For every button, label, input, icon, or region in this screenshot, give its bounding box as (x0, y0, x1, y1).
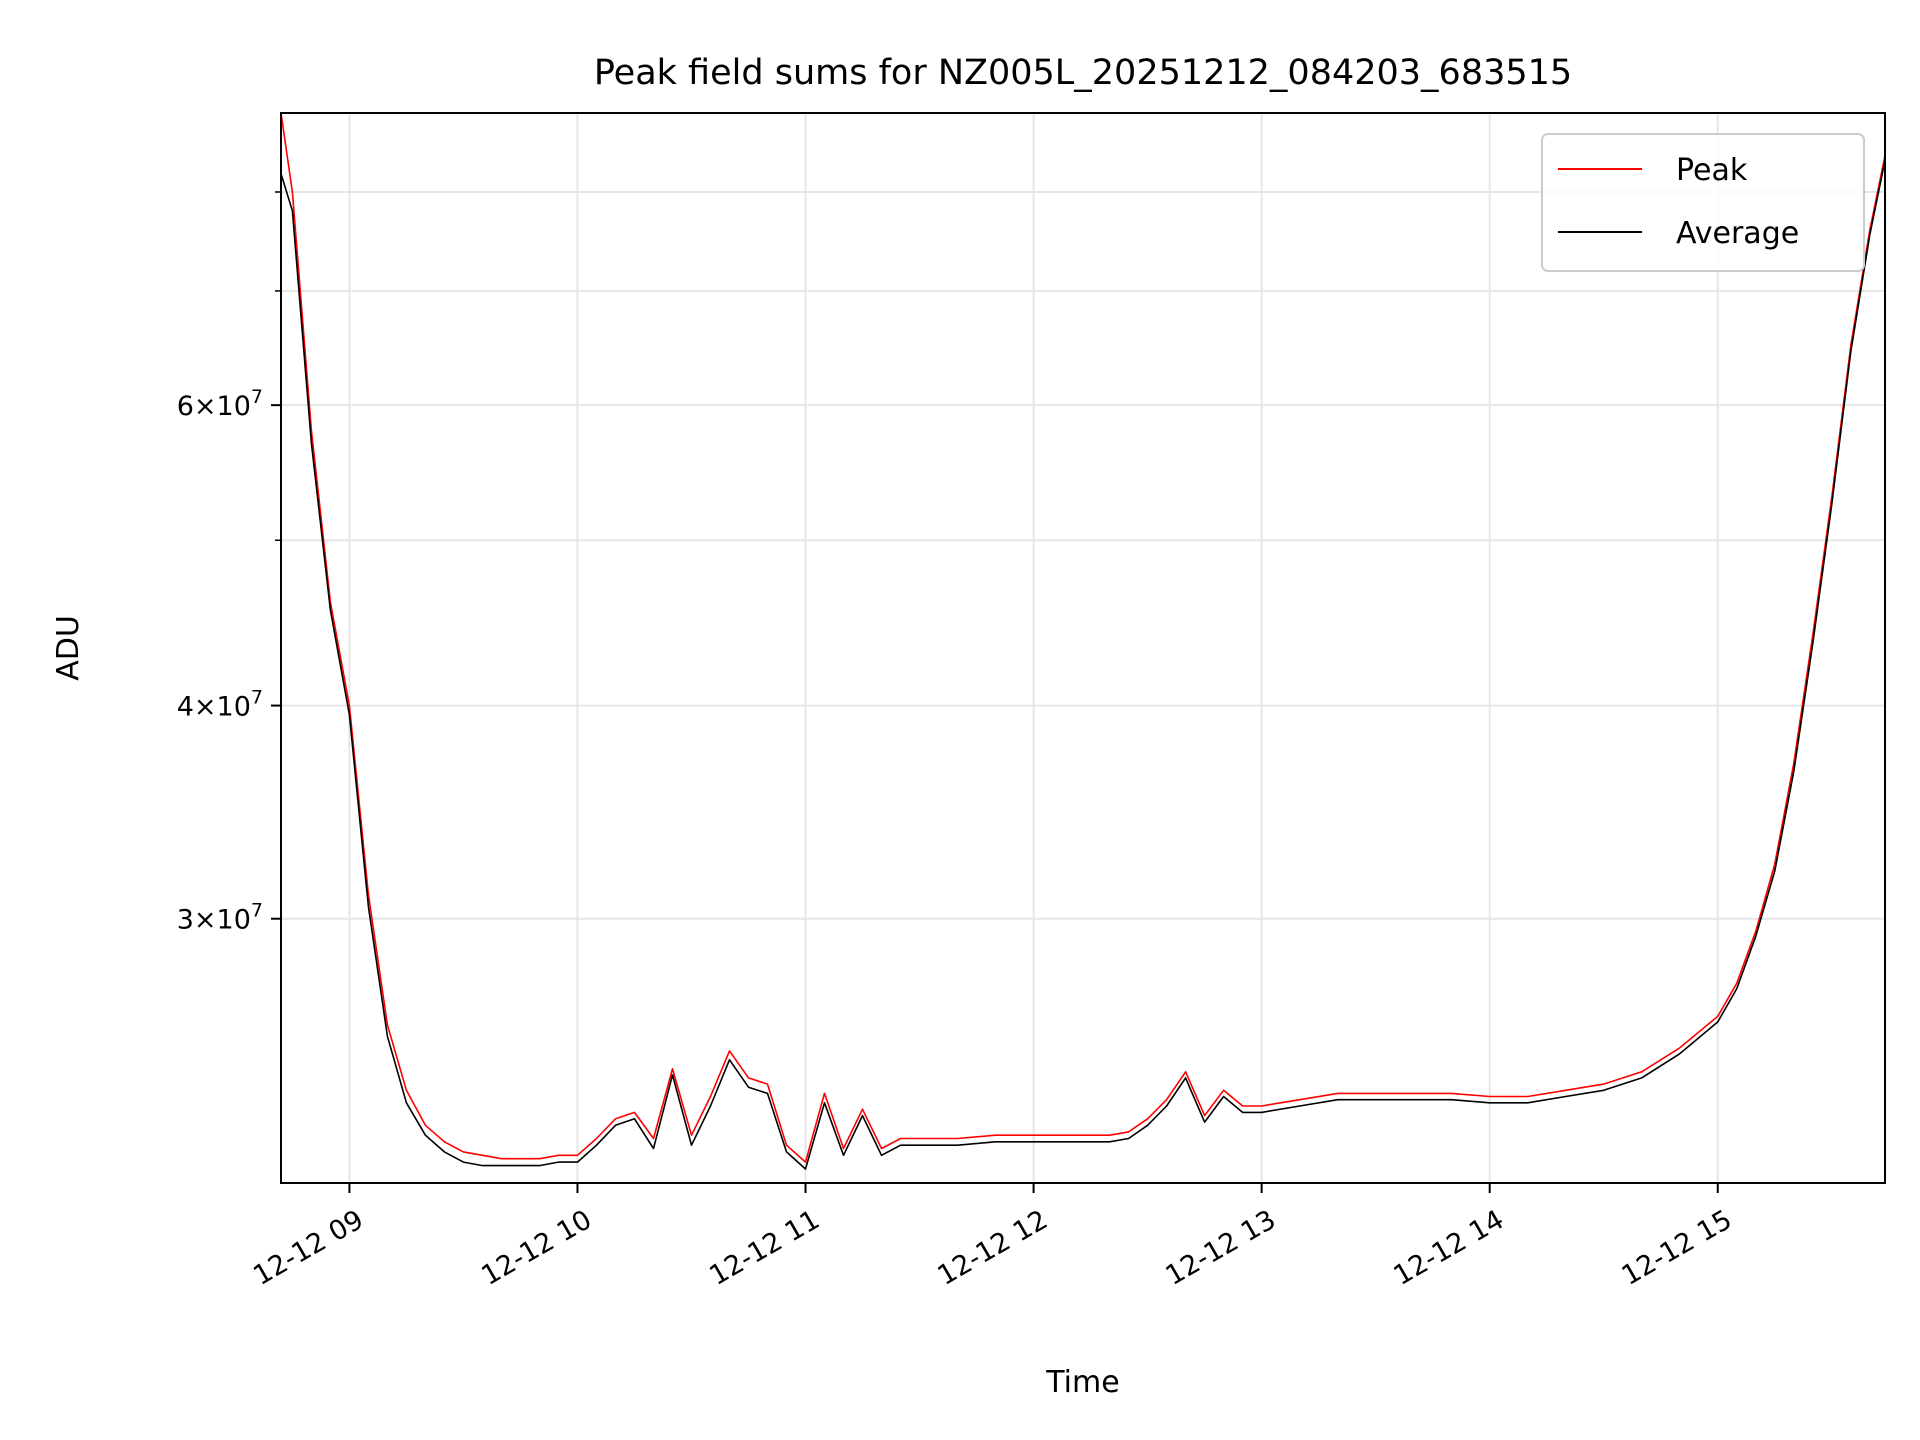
legend-label-average: Average (1676, 216, 1799, 251)
grid (281, 113, 1885, 1183)
chart-title: Peak field sums for NZ005L_20251212_0842… (594, 53, 1572, 93)
y-tick-mantissa: 6 (177, 391, 194, 422)
y-tick-exponent: 7 (251, 386, 263, 408)
y-axis-label: ADU (51, 615, 86, 681)
x-axis-label: Time (1045, 1365, 1119, 1400)
series-layer (281, 113, 1885, 1170)
y-tick-mantissa: 4 (177, 692, 194, 723)
series-line-average (281, 160, 1885, 1170)
y-tick-exponent: 7 (251, 900, 263, 922)
y-tick-exponent: 7 (251, 687, 263, 709)
y-tick-label: 4×107 (177, 687, 263, 723)
series-line-peak (281, 113, 1885, 1163)
y-tick-label: 6×107 (177, 386, 263, 422)
legend: Peak Average (1541, 133, 1865, 272)
y-tick-mantissa: 3 (177, 905, 194, 936)
y-tick-label: 3×107 (177, 900, 263, 936)
plot-area-frame (280, 112, 1886, 1184)
y-axis: 3×107 4×107 6×107 (177, 191, 281, 936)
legend-label-peak: Peak (1676, 153, 1748, 188)
